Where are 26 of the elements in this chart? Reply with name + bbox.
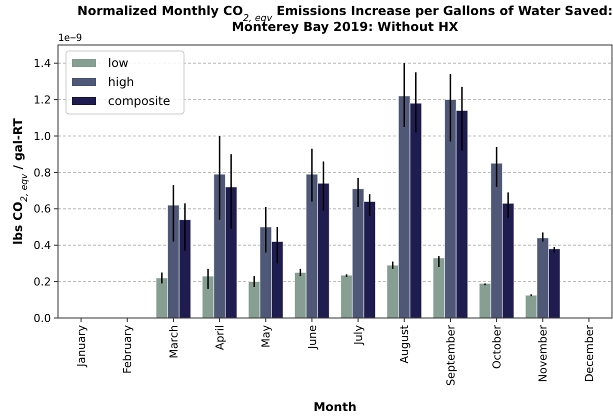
x-tick-label: March	[167, 324, 180, 359]
legend-label: composite	[108, 94, 170, 108]
x-tick-label: December	[582, 324, 596, 382]
x-tick-label: June	[306, 324, 319, 350]
x-tick-label: October	[490, 324, 504, 370]
x-tick-label: August	[398, 324, 412, 364]
y-tick-label: 1.2	[34, 93, 51, 106]
chart-title: Normalized Monthly CO$_{2, eqv}$ Emissions Increase per Gallons of Water Saved: Monterey Bay 2019: Without HX	[77, 3, 613, 34]
x-tick-label: February	[121, 324, 134, 374]
y-tick-label: 1.4	[34, 57, 51, 70]
x-tick-label: May	[260, 324, 273, 348]
x-tick-label: July	[352, 324, 365, 346]
x-tick-label: November	[536, 324, 550, 382]
y-tick-label: 0.0	[34, 312, 51, 325]
y-tick-label: 1.0	[34, 130, 51, 143]
x-axis-title: Month	[313, 400, 357, 414]
x-tick-label: January	[74, 324, 88, 368]
legend-label: high	[108, 75, 134, 90]
y-tick-label: 0.2	[34, 275, 51, 288]
x-tick-label: April	[213, 325, 226, 350]
legend-label: low	[108, 56, 129, 70]
y-tick-label: 0.8	[34, 166, 51, 180]
y-tick-label: 0.6	[34, 202, 51, 216]
x-tick-label: September	[444, 324, 458, 386]
text: 1e−9	[58, 33, 82, 44]
y-tick-label: 0.4	[34, 239, 51, 252]
